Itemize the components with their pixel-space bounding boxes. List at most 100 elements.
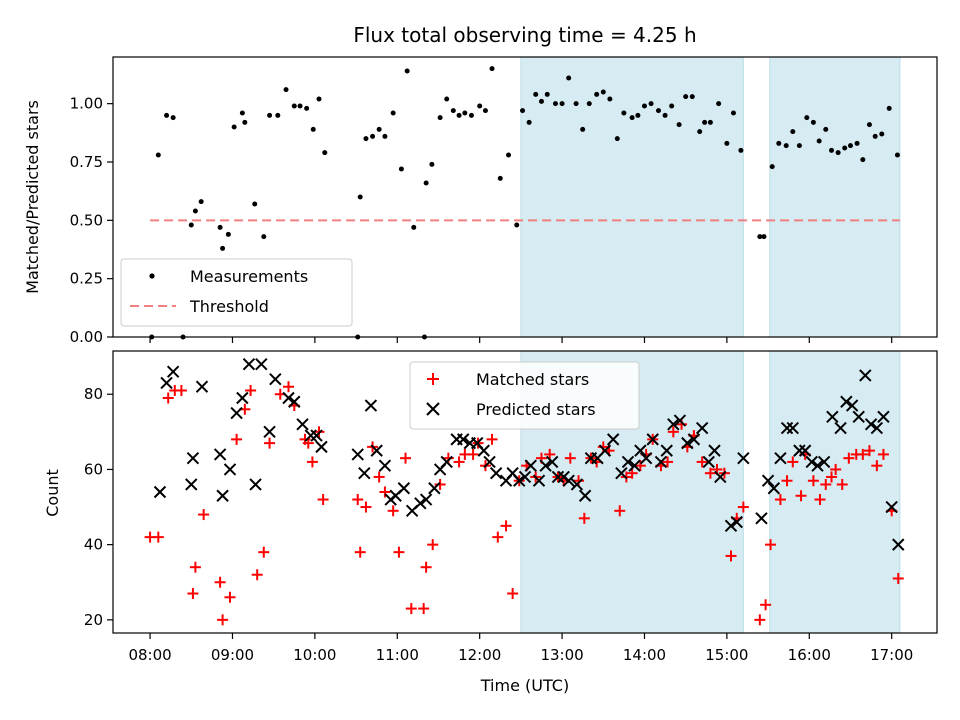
measurement-point [304,105,310,111]
matched-star-point [667,426,679,438]
predicted-star-point [606,433,620,446]
predicted-star-point [166,365,180,378]
measurement-point [450,108,456,114]
measurement-point [716,101,722,107]
predicted-star-point [639,451,653,465]
predicted-star-point [724,519,738,533]
predicted-star-point [621,455,635,469]
predicted-star-point [153,485,167,499]
matched-star-point [787,456,799,468]
measurement-point [769,164,775,170]
measurement-point [580,126,586,132]
measurement-point [489,66,495,72]
predicted-star-point [364,399,378,412]
predicted-star-point [477,444,491,457]
predicted-star-point [780,421,794,435]
measurement-point [552,101,558,107]
measurement-point [267,112,273,118]
measurement-point [192,208,198,214]
matched-star-point [251,569,263,581]
legend-predicted-marker [426,402,440,416]
measurement-point [155,152,161,158]
measurement-point [225,231,231,237]
measurement-point [614,136,620,142]
predicted-star-point [524,459,537,472]
measurement-point [382,133,388,139]
matched-star-point [814,494,826,506]
bottom-panel: 20 40 60 80 08:00 09:00 10:00 11:00 12:00 13:00 1… [43,350,938,695]
predicted-star-point [767,482,781,495]
matched-star-point [400,452,412,464]
measurement-point [477,103,483,109]
measurement-point [164,112,170,118]
legend-measurements-label: Measurements [190,267,308,286]
top-ytick-label: 0.00 [70,328,103,346]
predicted-star-point [255,357,268,371]
measurement-point [757,234,763,240]
predicted-star-point [708,444,721,457]
predicted-star-point [414,497,427,510]
bottom-y-ticks: 20 40 60 80 [84,385,113,629]
matched-star-point [264,437,276,449]
bottom-xtick-label: 13:00 [540,646,583,664]
measurement-point [879,131,885,137]
measurement-point [468,112,474,118]
predicted-star-point [826,410,839,424]
measurements-points [149,66,900,340]
predicted-star-point [223,463,237,476]
bottom-axes-frame [112,350,938,634]
predicted-star-point [852,410,865,424]
bottom-x-ticks: 08:00 09:00 10:00 11:00 12:00 13:00 14:00 15:00… [128,633,913,664]
predicted-star-point [310,429,323,442]
bottom-xtick-label: 12:00 [458,646,501,664]
matched-star-point [614,505,626,517]
matched-star-point [189,561,201,573]
predicted-star-point [195,380,209,393]
bottom-ytick-label: 20 [84,611,103,629]
predicted-star-point [282,391,295,405]
measurement-point [776,140,782,146]
bottom-ytick-label: 60 [84,460,103,478]
measurement-point [566,75,572,81]
measurement-point [310,126,316,132]
matched-star-point [826,471,838,483]
matched-star-point [507,588,519,600]
predicted-star-point [761,474,775,487]
matched-star-point [830,463,842,475]
bottom-legend-box [409,361,640,430]
predicted-star-point [269,372,282,386]
measurement-point [198,199,204,205]
predicted-star-point [296,418,309,431]
matched-star-point [765,539,777,551]
matched-star-point [863,445,875,457]
matched-star-point [774,494,786,506]
predicted-star-point [667,418,680,431]
predicted-star-point [695,421,709,435]
predicted-star-point [681,436,694,450]
measurement-point [357,194,363,200]
measurement-point [297,103,303,109]
measurement-point [239,110,245,116]
matched-star-point [283,381,295,393]
predicted-star-point [397,482,411,495]
matched-star-point [187,588,199,600]
top-ytick-label: 0.25 [70,270,103,288]
matched-star-point [393,546,405,558]
predicted-star-point [885,500,898,514]
measurement-point [707,119,713,125]
measurement-point [437,115,443,121]
legend-matched-label: Matched stars [476,370,589,389]
matched-star-point [162,392,174,404]
predicted-star-point [774,451,787,465]
measurement-point [842,145,848,151]
predicted-star-point [419,493,433,506]
matched-star-point [231,433,243,445]
measurement-point [456,112,462,118]
measurement-point [790,129,796,135]
measurement-point [872,133,878,139]
matched-star-point [892,572,904,584]
top-shaded-intervals [520,56,901,338]
measurement-point [894,152,900,158]
matched-star-point [379,486,391,498]
measurement-point [730,110,736,116]
